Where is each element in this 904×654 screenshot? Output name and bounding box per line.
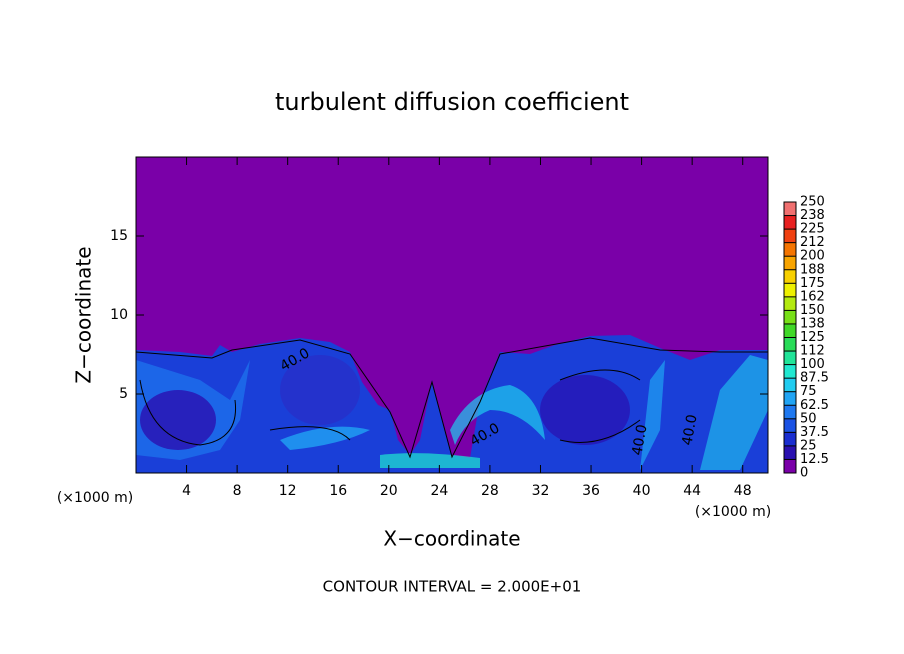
x-tick-label: 12: [279, 483, 297, 499]
colorbar-bin: [784, 310, 796, 324]
colorbar-bin: [784, 323, 796, 338]
x-axis-label: X−coordinate: [383, 527, 520, 551]
colorbar-bin: [784, 229, 796, 243]
colorbar-bin: [784, 296, 796, 311]
colorbar-bin: [784, 418, 796, 433]
streak: [450, 385, 545, 445]
y-tick-label: 10: [110, 307, 128, 323]
colorbar-label: 100: [800, 357, 825, 372]
eddy: [280, 355, 360, 425]
chart-title: turbulent diffusion coefficient: [275, 88, 629, 116]
x-tick-label: 28: [481, 483, 499, 499]
contour-label: 40.0: [629, 423, 650, 456]
colorbar-label: 150: [800, 303, 825, 318]
x-tick-label: 16: [329, 483, 347, 499]
colorbar-bin: [784, 269, 796, 284]
colorbar-bin: [784, 202, 796, 216]
streak: [700, 355, 768, 470]
x-tick-label: 8: [233, 483, 242, 499]
colorbar-label: 225: [800, 222, 825, 237]
colorbar-label: 250: [800, 195, 825, 210]
y-axis-label: Z−coordinate: [72, 246, 96, 383]
colorbar-bin: [784, 242, 796, 257]
colorbar-bin: [784, 445, 796, 460]
colorbar-label: 62.5: [800, 398, 829, 413]
colorbar-label: 238: [800, 208, 825, 223]
colorbar-label: 200: [800, 249, 825, 264]
x-tick-label: 40: [633, 483, 651, 499]
colorbar-label: 37.5: [800, 425, 829, 440]
colorbar-bin: [784, 378, 796, 392]
y-tick-label: 15: [110, 228, 128, 244]
colorbar-bin: [784, 215, 796, 230]
colorbar-bin: [784, 283, 796, 297]
x-tick-label: 20: [380, 483, 398, 499]
colorbar-label: 75: [800, 384, 817, 399]
colorbar-bin: [784, 459, 796, 473]
x-tick-label: 4: [182, 483, 191, 499]
colorbar-bin: [784, 337, 796, 352]
x-tick-label: 48: [734, 483, 752, 499]
contour-line: [136, 337, 768, 459]
x-tick-label: 24: [430, 483, 448, 499]
colorbar-bin: [784, 391, 796, 406]
y-tick-label: 5: [119, 386, 128, 402]
streak: [380, 453, 480, 468]
streak: [280, 426, 370, 450]
colorbar-label: 212: [800, 235, 825, 250]
field: [136, 157, 768, 473]
colorbar-label: 50: [800, 411, 817, 426]
x-tick-label: 32: [532, 483, 550, 499]
colorbar-label: 175: [800, 276, 825, 291]
colorbar-bin: [784, 256, 796, 270]
eddy: [540, 375, 630, 445]
colorbar-bin: [784, 405, 796, 419]
contour-label: 40.0: [679, 413, 700, 446]
colorbar-bin: [784, 364, 796, 379]
colorbar-label: 12.5: [800, 452, 829, 467]
colorbar-bin: [784, 351, 796, 365]
colorbar-label: 162: [800, 289, 825, 304]
colorbar-label: 138: [800, 316, 825, 331]
x-tick-label: 36: [582, 483, 600, 499]
colorbar-label: 125: [800, 330, 825, 345]
colorbar-label: 112: [800, 344, 825, 359]
x-tick-label: 44: [683, 483, 701, 499]
colorbar-bin: [784, 432, 796, 446]
colorbar-label: 188: [800, 262, 825, 277]
colorbar-label: 87.5: [800, 371, 829, 386]
x-unit: (×1000 m): [57, 490, 133, 506]
contour-line: [139, 369, 641, 446]
streak: [640, 360, 665, 470]
colorbar-label: 25: [800, 438, 817, 453]
colorbar-label: 0: [800, 466, 808, 481]
footer: CONTOUR INTERVAL = 2.000E+01: [323, 578, 582, 596]
eddy: [140, 390, 216, 450]
x-unit: (×1000 m): [695, 504, 771, 520]
